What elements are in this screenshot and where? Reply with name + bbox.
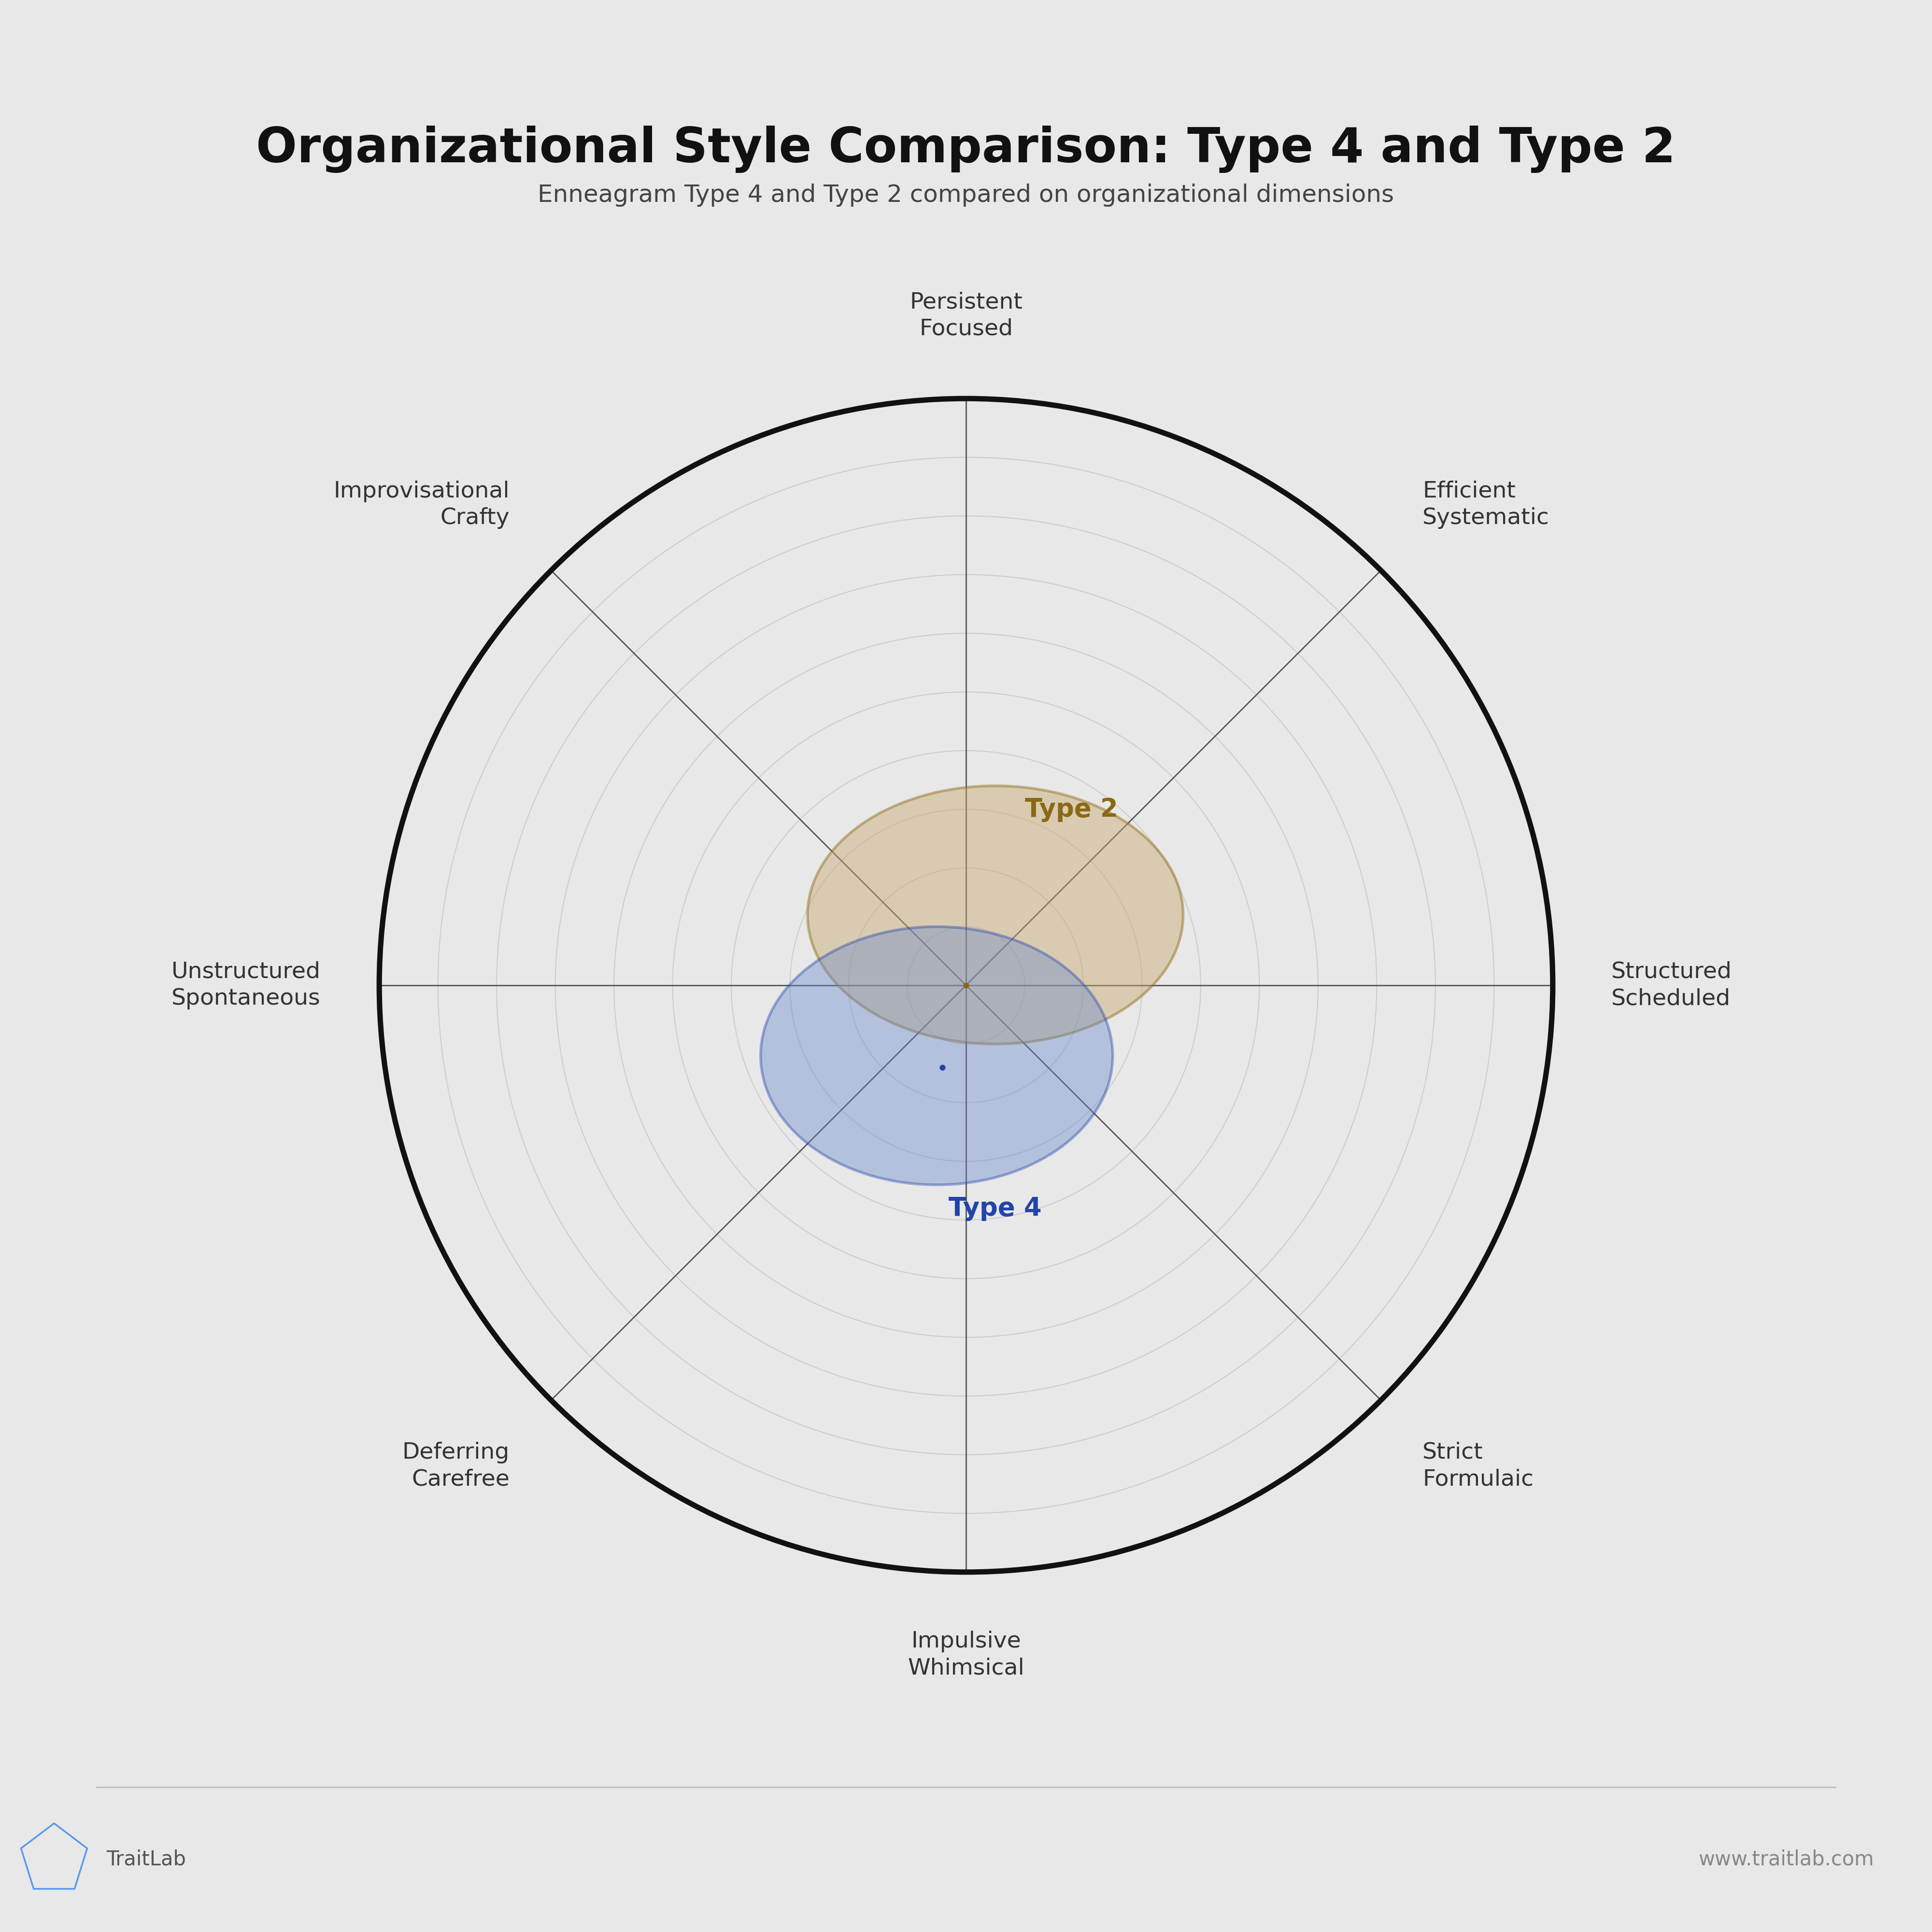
Text: Organizational Style Comparison: Type 4 and Type 2: Organizational Style Comparison: Type 4 …	[257, 126, 1675, 174]
Text: Strict
Formulaic: Strict Formulaic	[1422, 1441, 1534, 1490]
Text: Persistent
Focused: Persistent Focused	[910, 292, 1022, 340]
Text: Efficient
Systematic: Efficient Systematic	[1422, 481, 1549, 529]
Text: TraitLab: TraitLab	[106, 1849, 185, 1870]
Text: Type 2: Type 2	[1026, 796, 1119, 821]
Text: Impulsive
Whimsical: Impulsive Whimsical	[908, 1631, 1024, 1679]
Text: Enneagram Type 4 and Type 2 compared on organizational dimensions: Enneagram Type 4 and Type 2 compared on …	[537, 184, 1395, 207]
Ellipse shape	[808, 786, 1182, 1043]
Point	[951, 970, 981, 1001]
Text: Improvisational
Crafty: Improvisational Crafty	[334, 481, 510, 529]
Text: Deferring
Carefree: Deferring Carefree	[402, 1441, 510, 1490]
Text: www.traitlab.com: www.traitlab.com	[1698, 1849, 1874, 1870]
Text: Unstructured
Spontaneous: Unstructured Spontaneous	[172, 960, 321, 1010]
Text: Type 4: Type 4	[949, 1196, 1041, 1221]
Point	[927, 1053, 958, 1084]
Text: Structured
Scheduled: Structured Scheduled	[1611, 960, 1733, 1010]
Ellipse shape	[761, 927, 1113, 1184]
